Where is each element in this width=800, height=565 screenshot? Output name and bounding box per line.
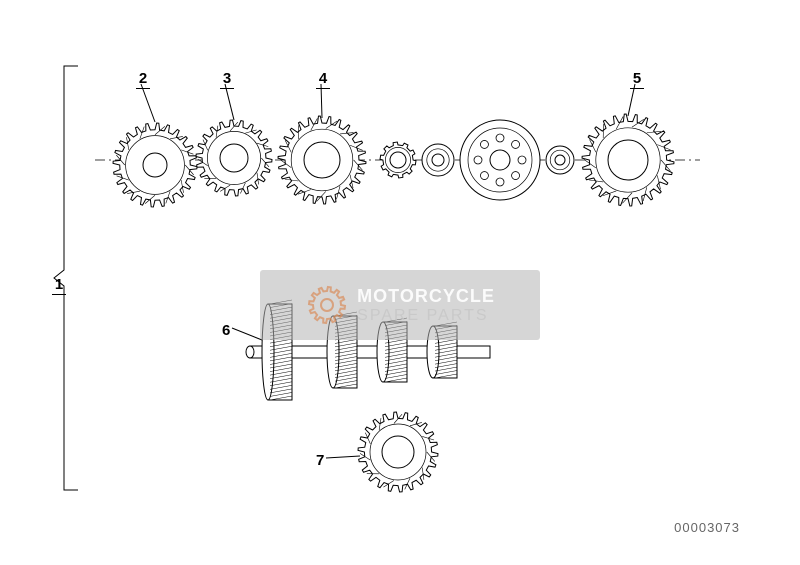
- gear-clutch: [457, 117, 543, 203]
- gear-g5: [577, 109, 679, 211]
- callout-4: 4: [316, 70, 330, 89]
- watermark-sub: SPARE PARTS: [357, 307, 495, 325]
- callout-1: 1: [52, 276, 66, 295]
- watermark-logo-icon: [305, 283, 349, 327]
- gear-washer1: [417, 139, 459, 181]
- watermark-main: MOTORCYCLE: [357, 286, 495, 307]
- gear-washer2: [541, 141, 579, 179]
- gear-g2: [108, 118, 202, 212]
- gear-g7: [353, 407, 443, 497]
- gear-hub1: [375, 137, 421, 183]
- callout-2: 2: [136, 70, 150, 89]
- callout-3: 3: [220, 70, 234, 89]
- watermark: MOTORCYCLE SPARE PARTS: [260, 270, 540, 340]
- gear-g3: [191, 115, 277, 201]
- gear-g4: [273, 111, 371, 209]
- part-number: 00003073: [674, 520, 740, 535]
- callout-6: 6: [222, 322, 230, 339]
- callout-7: 7: [316, 452, 324, 469]
- diagram-area: MOTORCYCLE SPARE PARTS 1 2 3 4 5 6 7 00003073: [0, 0, 800, 565]
- callout-5: 5: [630, 70, 644, 89]
